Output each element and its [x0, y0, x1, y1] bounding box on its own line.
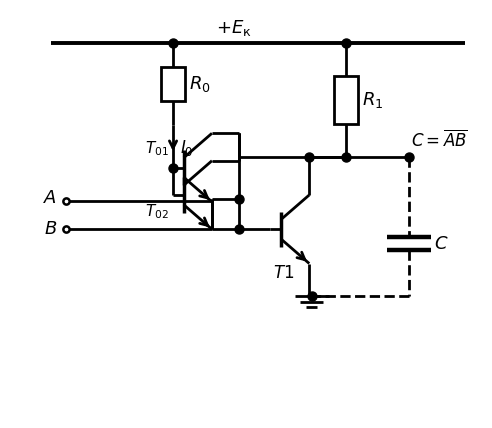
Text: $T1$: $T1$	[273, 265, 294, 282]
Text: $A$: $A$	[43, 189, 57, 207]
Text: $R_1$: $R_1$	[362, 90, 383, 110]
Text: $T_{02}$: $T_{02}$	[145, 202, 169, 221]
Text: $+E_{\mathrm{к}}$: $+E_{\mathrm{к}}$	[216, 18, 252, 38]
Text: $C=\overline{AB}$: $C=\overline{AB}$	[411, 131, 468, 152]
Text: $T_{01}$: $T_{01}$	[145, 140, 169, 158]
Bar	[334, 76, 358, 124]
Text: $C$: $C$	[434, 235, 449, 253]
Bar	[161, 67, 185, 101]
Text: $B$: $B$	[44, 220, 57, 238]
Text: $R_0$: $R_0$	[189, 74, 211, 94]
Text: $I_0$: $I_0$	[181, 138, 194, 158]
